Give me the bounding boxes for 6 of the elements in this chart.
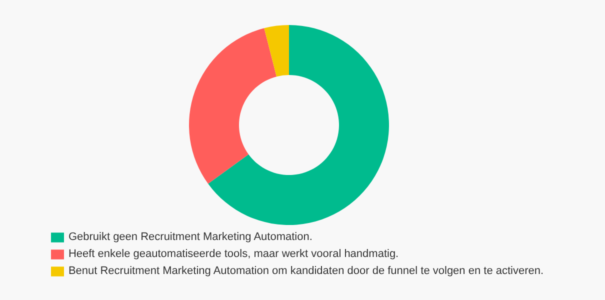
donut-slice <box>208 25 389 225</box>
donut-slice <box>264 25 289 77</box>
legend-label: Benut Recruitment Marketing Automation om kandidaten door de funnel te volgen en te activeren. <box>68 265 544 277</box>
legend-label: Gebruikt geen Recruitment Marketing Automation. <box>68 231 312 243</box>
legend-label: Heeft enkele geautomatiseerde tools, maar werkt vooral handmatig. <box>68 248 399 260</box>
donut-slice <box>189 28 277 184</box>
